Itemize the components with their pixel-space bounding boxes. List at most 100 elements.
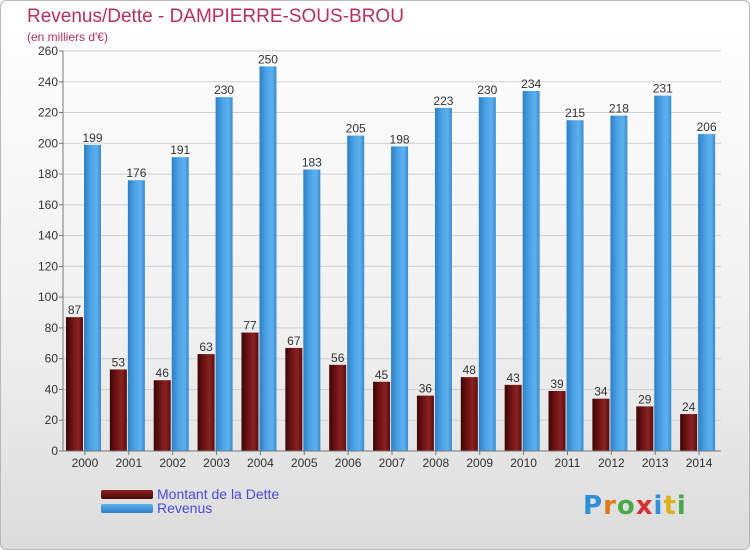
debt-bar [548, 391, 566, 451]
revenue-bar [259, 66, 277, 451]
revenue-bar [303, 169, 321, 451]
debt-bar [66, 317, 83, 451]
y-tick-label: 160 [38, 198, 58, 212]
revenue-bar [391, 146, 409, 451]
legend-swatch-revenue [101, 503, 153, 513]
debt-data-label: 43 [506, 371, 520, 385]
y-tick-label: 120 [38, 259, 58, 273]
y-tick-label: 80 [45, 321, 59, 335]
chart-title: Revenus/Dette - DAMPIERRE-SOUS-BROU [27, 6, 404, 27]
debt-data-label: 46 [156, 366, 170, 380]
debt-bar [592, 398, 610, 451]
x-tick-label: 2008 [423, 456, 450, 470]
revenue-data-label: 199 [82, 131, 102, 145]
y-tick-label: 260 [38, 44, 58, 58]
revenue-data-label: 231 [653, 82, 673, 96]
x-tick-label: 2001 [115, 456, 142, 470]
debt-bar [504, 384, 522, 451]
debt-data-label: 48 [463, 363, 477, 377]
x-tick-label: 2004 [247, 456, 274, 470]
debt-data-label: 24 [682, 400, 696, 414]
debt-bar [636, 406, 654, 451]
proxiti-logo: Proxiti [583, 491, 687, 521]
revenue-data-label: 250 [258, 52, 278, 66]
debt-data-label: 67 [287, 334, 301, 348]
y-tick-label: 140 [38, 229, 58, 243]
revenue-bar [84, 144, 101, 451]
revenue-data-label: 205 [346, 122, 366, 136]
y-tick-label: 180 [38, 167, 58, 181]
debt-data-label: 53 [112, 355, 126, 369]
y-tick-label: 100 [38, 290, 58, 304]
legend: Montant de la Dette Revenus [101, 486, 280, 516]
revenue-data-label: 198 [390, 132, 410, 146]
revenue-data-label: 218 [609, 102, 629, 116]
revenue-data-label: 191 [170, 143, 190, 157]
debt-bar [680, 414, 698, 451]
legend-label-revenue: Revenus [157, 500, 213, 516]
debt-data-label: 36 [419, 382, 433, 396]
x-tick-label: 2010 [510, 456, 537, 470]
revenue-bar [347, 135, 365, 451]
revenue-bar [434, 107, 452, 451]
debt-bar [197, 354, 215, 451]
x-tick-label: 2003 [203, 456, 230, 470]
x-tick-label: 2014 [686, 456, 713, 470]
revenue-data-label: 206 [697, 120, 717, 134]
debt-bar [416, 395, 434, 451]
revenue-data-label: 223 [433, 94, 453, 108]
legend-item-revenue: Revenus [101, 500, 279, 516]
debt-data-label: 56 [331, 351, 345, 365]
revenue-data-label: 176 [126, 166, 146, 180]
revenue-bar [171, 157, 189, 451]
revenue-bar [610, 115, 628, 451]
debt-data-label: 45 [375, 368, 389, 382]
x-tick-label: 2013 [642, 456, 669, 470]
chart-subtitle: (en milliers d'€) [27, 30, 108, 44]
legend-item-debt: Montant de la Dette [101, 486, 280, 502]
revenue-bar [654, 95, 672, 451]
x-tick-label: 2000 [72, 456, 99, 470]
debt-data-label: 63 [199, 340, 213, 354]
debt-bar [329, 364, 347, 451]
debt-bar [153, 380, 171, 451]
x-tick-label: 2007 [379, 456, 406, 470]
debt-data-label: 39 [550, 377, 564, 391]
y-tick-label: 240 [38, 75, 58, 89]
revenue-bar [698, 134, 716, 452]
x-tick-label: 2009 [466, 456, 493, 470]
y-tick-label: 220 [38, 106, 58, 120]
revenue-data-label: 230 [477, 83, 497, 97]
debt-data-label: 34 [594, 385, 608, 399]
y-tick-label: 20 [45, 413, 59, 427]
revenue-bar [478, 97, 496, 452]
y-tick-label: 40 [45, 382, 59, 396]
revenue-bar [127, 180, 145, 451]
revenue-data-label: 183 [302, 155, 322, 169]
y-tick-label: 0 [51, 444, 58, 458]
debt-data-label: 87 [68, 303, 82, 317]
x-tick-label: 2002 [159, 456, 186, 470]
revenue-data-label: 234 [521, 77, 541, 91]
revenue-bar [566, 120, 584, 451]
x-tick-label: 2012 [598, 456, 625, 470]
x-tick-label: 2005 [291, 456, 318, 470]
revenue-data-label: 230 [214, 83, 234, 97]
revenue-bar [522, 91, 540, 451]
revenue-data-label: 215 [565, 106, 585, 120]
x-tick-label: 2006 [335, 456, 362, 470]
legend-label-debt: Montant de la Dette [157, 486, 280, 502]
debt-bar [373, 381, 391, 451]
debt-bar [460, 377, 478, 451]
y-tick-label: 60 [45, 352, 59, 366]
legend-swatch-debt [101, 489, 153, 499]
debt-bar [285, 347, 303, 451]
y-tick-label: 200 [38, 136, 58, 150]
x-tick-label: 2011 [555, 456, 581, 470]
debt-data-label: 29 [638, 392, 652, 406]
debt-bar [109, 369, 127, 451]
debt-data-label: 77 [243, 319, 257, 333]
revenue-bar [215, 97, 233, 452]
